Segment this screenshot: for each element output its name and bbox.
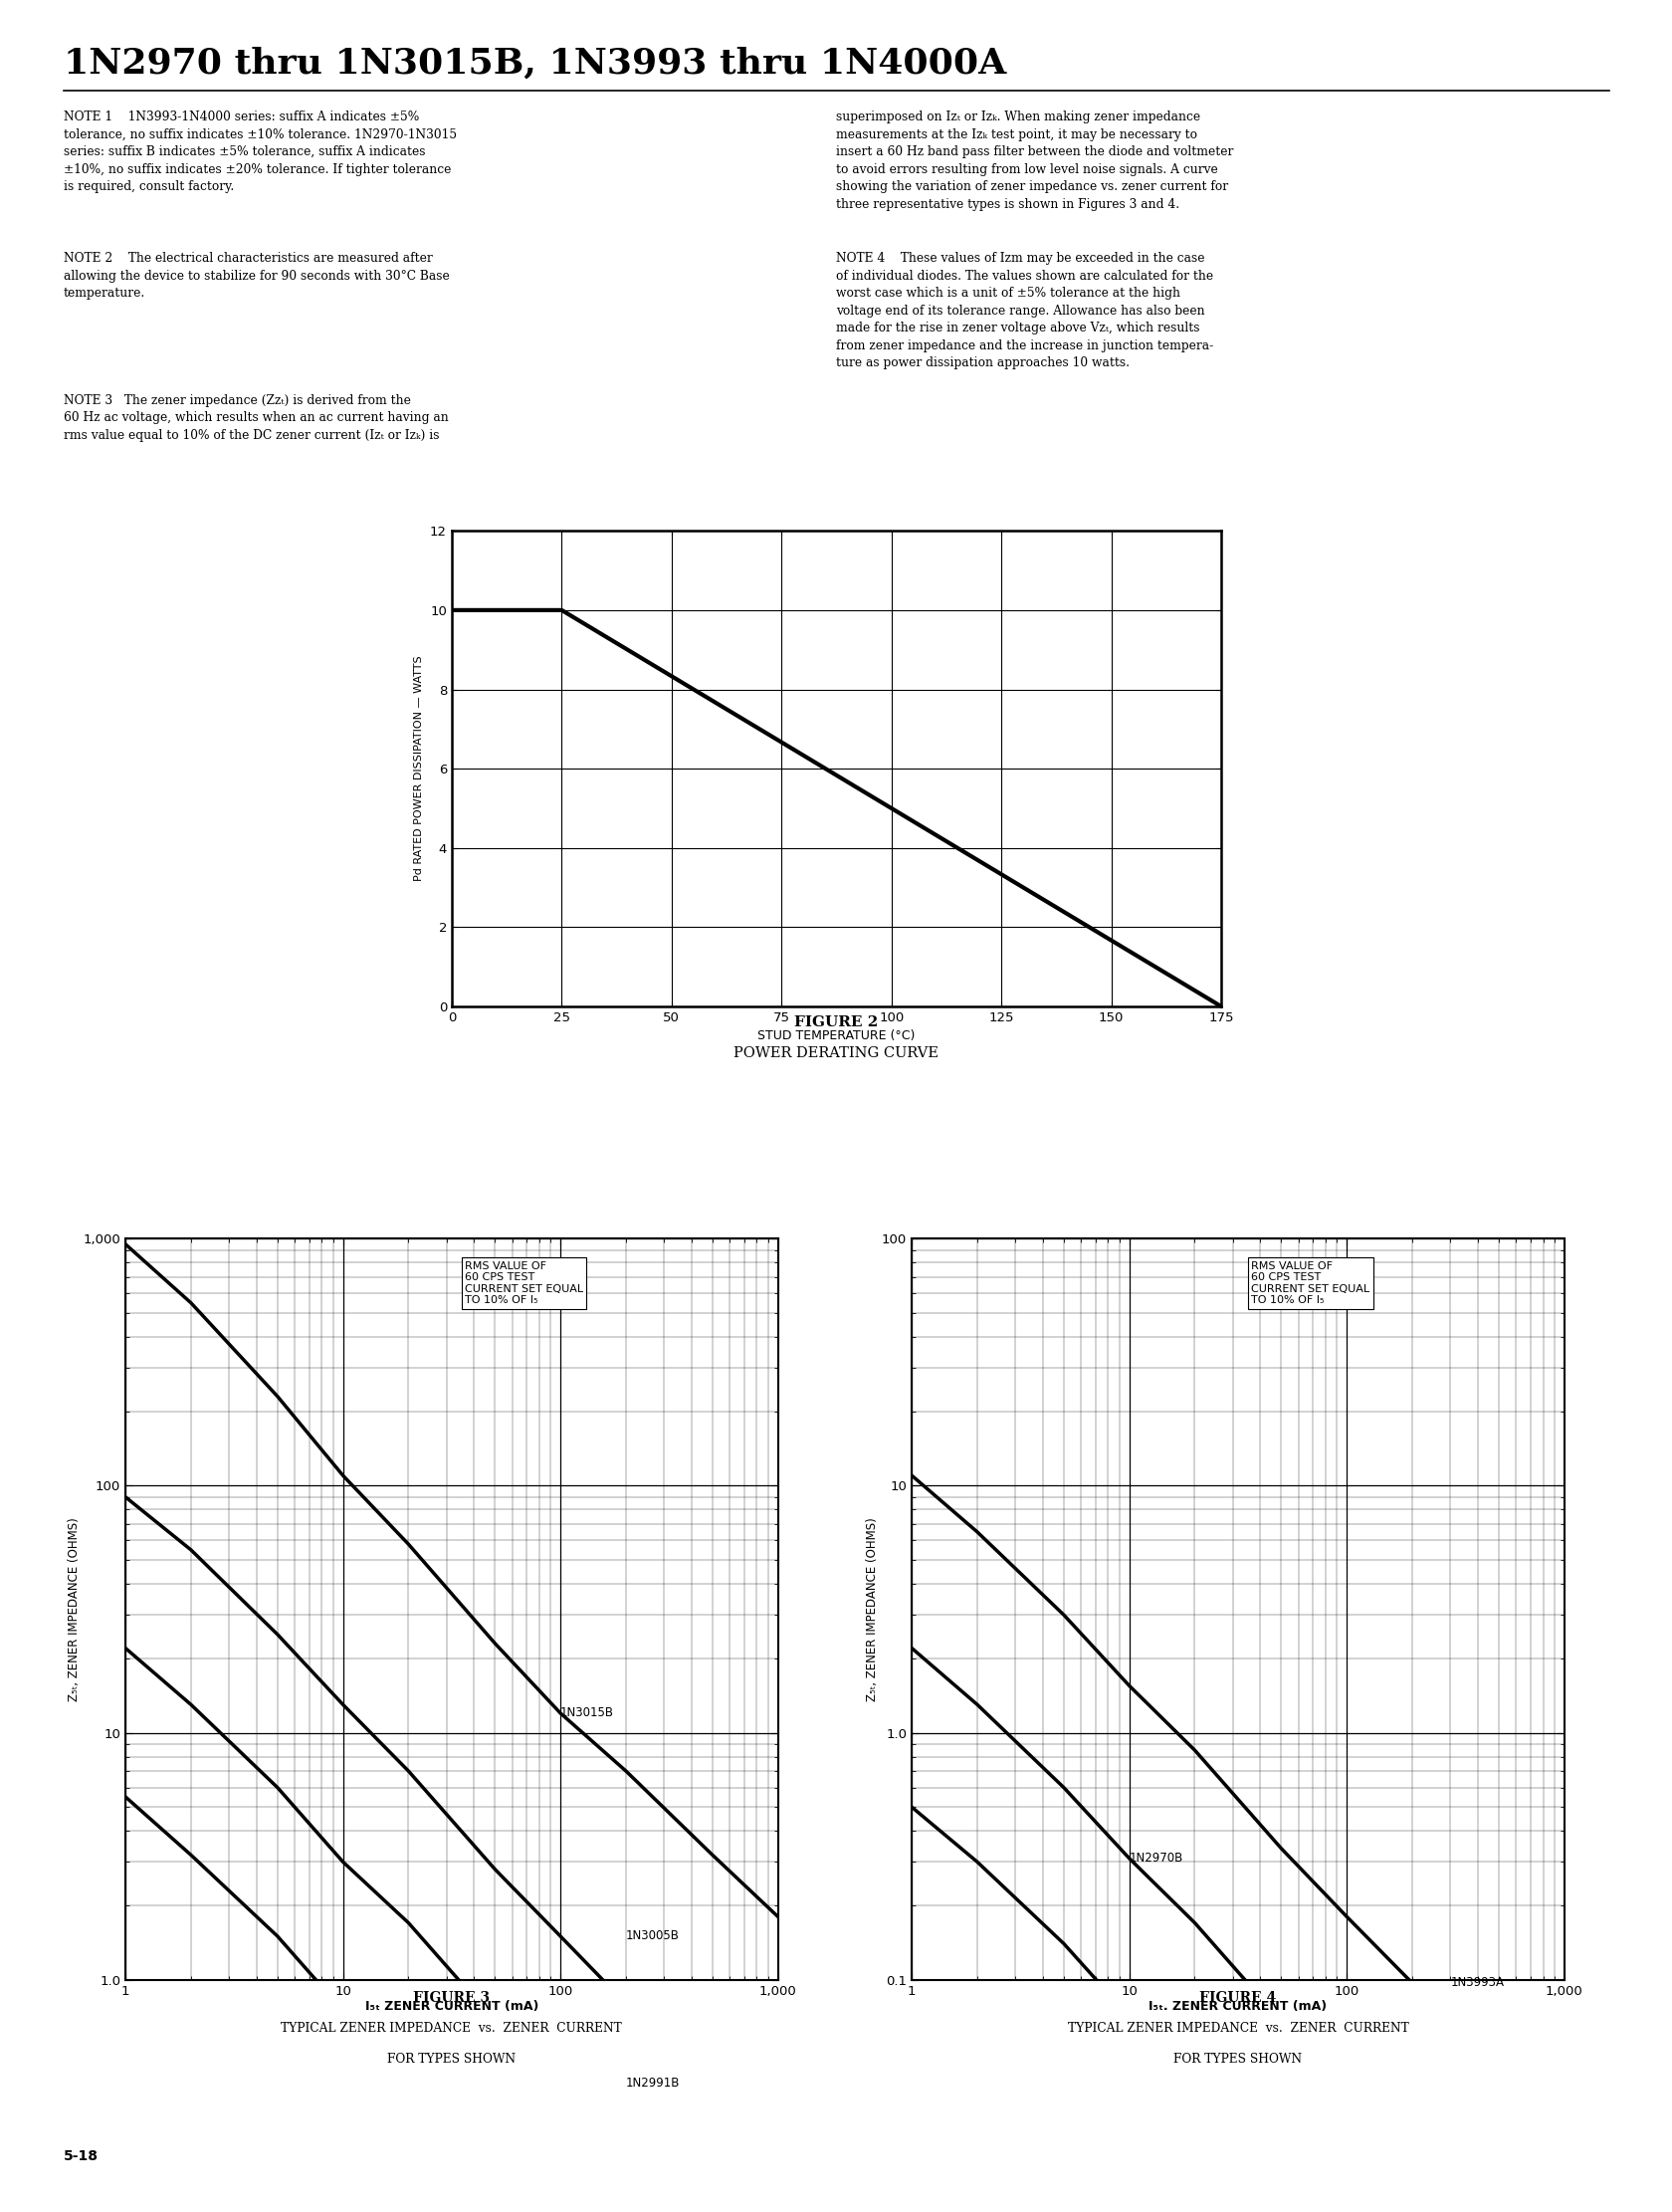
Y-axis label: Pd RATED POWER DISSIPATION — WATTS: Pd RATED POWER DISSIPATION — WATTS [415, 657, 425, 880]
Text: 1N3005B: 1N3005B [625, 1929, 679, 1942]
Text: 1N2991B: 1N2991B [625, 2077, 679, 2090]
Text: 1N3015B: 1N3015B [560, 1708, 614, 1719]
Text: NOTE 3   The zener impedance (Zᴢₜ) is derived from the
60 Hz ac voltage, which r: NOTE 3 The zener impedance (Zᴢₜ) is deri… [64, 394, 448, 442]
Text: FIGURE 3: FIGURE 3 [413, 1991, 490, 2004]
Text: FOR TYPES SHOWN: FOR TYPES SHOWN [388, 2053, 515, 2066]
Text: FIGURE 2: FIGURE 2 [794, 1015, 878, 1029]
Text: NOTE 2    The electrical characteristics are measured after
allowing the device : NOTE 2 The electrical characteristics ar… [64, 252, 450, 301]
Y-axis label: Z₅ₜ, ZENER IMPEDANCE (OHMS): Z₅ₜ, ZENER IMPEDANCE (OHMS) [67, 1517, 80, 1701]
Text: POWER DERATING CURVE: POWER DERATING CURVE [734, 1046, 938, 1060]
Text: TYPICAL ZENER IMPEDANCE  vs.  ZENER  CURRENT: TYPICAL ZENER IMPEDANCE vs. ZENER CURREN… [281, 2022, 622, 2035]
Text: RMS VALUE OF
60 CPS TEST
CURRENT SET EQUAL
TO 10% OF I₅: RMS VALUE OF 60 CPS TEST CURRENT SET EQU… [1251, 1261, 1369, 1305]
Text: superimposed on Iᴢₜ or Iᴢₖ. When making zener impedance
measurements at the Iᴢₖ : superimposed on Iᴢₜ or Iᴢₖ. When making … [836, 111, 1234, 210]
Text: TYPICAL ZENER IMPEDANCE  vs.  ZENER  CURRENT: TYPICAL ZENER IMPEDANCE vs. ZENER CURREN… [1067, 2022, 1408, 2035]
X-axis label: I₅ₜ. ZENER CURRENT (mA): I₅ₜ. ZENER CURRENT (mA) [1149, 2000, 1326, 2013]
Text: NOTE 4    These values of Iᴢm may be exceeded in the case
of individual diodes. : NOTE 4 These values of Iᴢm may be exceed… [836, 252, 1214, 369]
Text: FIGURE 4: FIGURE 4 [1199, 1991, 1276, 2004]
Text: 1N3993A: 1N3993A [1450, 1978, 1503, 1989]
Text: FOR TYPES SHOWN: FOR TYPES SHOWN [1174, 2053, 1301, 2066]
X-axis label: I₅ₜ ZENER CURRENT (mA): I₅ₜ ZENER CURRENT (mA) [364, 2000, 538, 2013]
X-axis label: STUD TEMPERATURE (°C): STUD TEMPERATURE (°C) [757, 1031, 915, 1042]
Y-axis label: Z₅ₜ, ZENER IMPEDANCE (OHMS): Z₅ₜ, ZENER IMPEDANCE (OHMS) [866, 1517, 878, 1701]
Text: RMS VALUE OF
60 CPS TEST
CURRENT SET EQUAL
TO 10% OF I₅: RMS VALUE OF 60 CPS TEST CURRENT SET EQU… [465, 1261, 584, 1305]
Text: 1N2970 thru 1N3015B, 1N3993 thru 1N4000A: 1N2970 thru 1N3015B, 1N3993 thru 1N4000A [64, 46, 1007, 80]
Text: NOTE 1    1N3993-1N4000 series: suffix A indicates ±5%
tolerance, no suffix indi: NOTE 1 1N3993-1N4000 series: suffix A in… [64, 111, 456, 192]
Text: 5-18: 5-18 [64, 2150, 99, 2163]
Text: 1N2970B: 1N2970B [1129, 1851, 1182, 1865]
